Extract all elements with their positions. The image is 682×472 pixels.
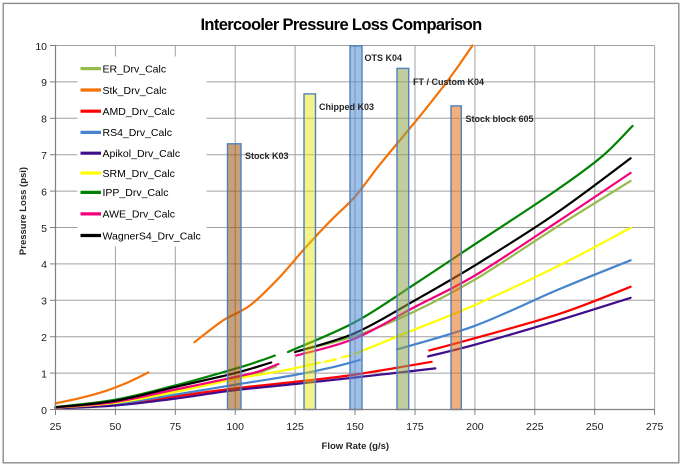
svg-text:75: 75 [169, 421, 181, 433]
svg-text:25: 25 [50, 421, 62, 433]
svg-text:Stock K03: Stock K03 [245, 151, 289, 161]
svg-text:WagnerS4_Drv_Calc: WagnerS4_Drv_Calc [103, 230, 201, 242]
svg-text:Stk_Drv_Calc: Stk_Drv_Calc [103, 85, 167, 97]
svg-text:7: 7 [41, 150, 47, 162]
svg-text:6: 6 [41, 186, 47, 198]
svg-text:10: 10 [35, 41, 47, 53]
svg-text:OTS K04: OTS K04 [365, 53, 403, 63]
svg-text:RS4_Drv_Calc: RS4_Drv_Calc [103, 127, 172, 139]
svg-text:Intercooler Pressure Loss Comp: Intercooler Pressure Loss Comparison [200, 16, 482, 34]
svg-text:5: 5 [41, 223, 47, 235]
svg-text:225: 225 [526, 421, 544, 433]
svg-text:SRM_Drv_Calc: SRM_Drv_Calc [103, 168, 175, 180]
svg-text:50: 50 [110, 421, 122, 433]
svg-text:100: 100 [226, 421, 244, 433]
svg-text:275: 275 [646, 421, 664, 433]
svg-text:ER_Drv_Calc: ER_Drv_Calc [103, 63, 167, 75]
svg-text:Chipped K03: Chipped K03 [319, 102, 374, 112]
svg-text:Flow Rate (g/s): Flow Rate (g/s) [322, 441, 390, 452]
svg-text:AWE_Drv_Calc: AWE_Drv_Calc [103, 209, 176, 221]
svg-text:0: 0 [41, 405, 47, 417]
svg-text:AMD_Drv_Calc: AMD_Drv_Calc [103, 106, 175, 118]
svg-text:Apikol_Drv_Calc: Apikol_Drv_Calc [103, 148, 181, 160]
svg-text:Pressure Loss (psi): Pressure Loss (psi) [18, 167, 29, 255]
svg-text:150: 150 [346, 421, 364, 433]
svg-text:250: 250 [586, 421, 604, 433]
svg-text:1: 1 [41, 368, 47, 380]
svg-text:Stock block 605: Stock block 605 [466, 114, 534, 124]
svg-text:3: 3 [41, 296, 47, 308]
svg-text:2: 2 [41, 332, 47, 344]
svg-text:FT / Custom K04: FT / Custom K04 [413, 77, 484, 87]
svg-text:125: 125 [286, 421, 304, 433]
svg-text:175: 175 [406, 421, 424, 433]
svg-text:9: 9 [41, 77, 47, 89]
svg-text:200: 200 [466, 421, 484, 433]
svg-text:4: 4 [41, 259, 47, 271]
svg-text:IPP_Drv_Calc: IPP_Drv_Calc [103, 187, 169, 199]
svg-text:8: 8 [41, 114, 47, 126]
